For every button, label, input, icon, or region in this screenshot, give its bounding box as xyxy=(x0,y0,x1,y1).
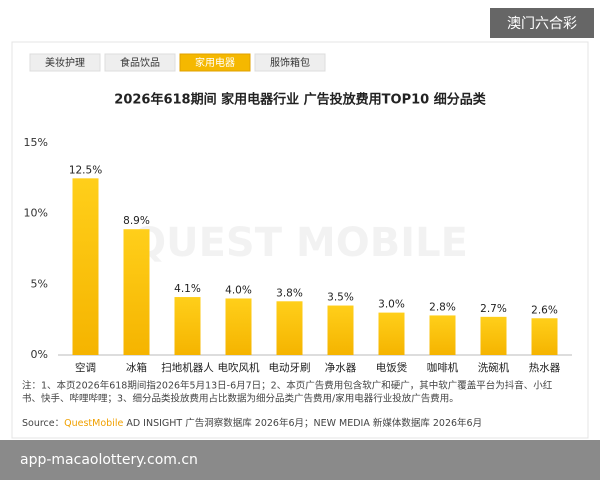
value-label: 3.0% xyxy=(378,299,405,311)
watermark: QUEST MOBILE xyxy=(132,220,468,266)
note-line: 注：1、本页2026年618期间指2026年5月13日-6月7日；2、本页广告费… xyxy=(22,380,553,392)
x-tick-label: 净水器 xyxy=(325,361,357,374)
bar xyxy=(72,178,99,355)
note-line: 书、快手、哔哩哔哩；3、细分品类投放费用占比数据为细分品类广告费用/家用电器行业… xyxy=(22,393,459,405)
badge-bg xyxy=(490,8,594,38)
bar xyxy=(123,229,150,355)
bar xyxy=(378,312,405,355)
y-tick-label: 15% xyxy=(24,136,48,149)
bar xyxy=(531,318,558,355)
bar xyxy=(327,305,354,355)
y-tick-label: 0% xyxy=(31,348,48,361)
tab-label[interactable]: 美妆护理 xyxy=(45,56,85,69)
x-tick-label: 热水器 xyxy=(529,361,561,374)
tab[interactable] xyxy=(179,53,251,72)
value-label: 4.1% xyxy=(174,283,201,295)
tab-bar: 美妆护理 食品饮品 家用电器 服饰箱包 xyxy=(29,53,326,72)
value-label: 4.0% xyxy=(225,284,252,296)
y-tick-label: 5% xyxy=(31,277,48,290)
x-tick-label: 冰箱 xyxy=(126,361,147,374)
badge: 澳门六合彩 xyxy=(507,16,577,32)
x-tick-label: 电动牙刷 xyxy=(269,361,311,374)
tab[interactable] xyxy=(104,53,176,72)
bar xyxy=(174,297,201,355)
url-bar xyxy=(0,440,600,480)
card xyxy=(11,41,589,439)
x-tick-label: 咖啡机 xyxy=(427,361,459,374)
tab-label[interactable]: 家用电器 xyxy=(195,56,235,69)
tab[interactable] xyxy=(254,53,326,72)
x-tick-label: 电饭煲 xyxy=(376,361,408,374)
x-tick-label: 空调 xyxy=(75,361,96,374)
value-label: 3.8% xyxy=(276,287,303,299)
bar xyxy=(429,315,456,355)
source-label: Source： xyxy=(22,418,64,429)
value-label: 2.8% xyxy=(429,301,456,313)
bar xyxy=(276,301,303,355)
source: Source：QuestMobile AD INSIGHT 广告洞察数据库 20… xyxy=(22,417,482,429)
x-tick-label: 电吹风机 xyxy=(218,361,260,374)
value-label: 2.7% xyxy=(480,303,507,315)
bar xyxy=(480,316,507,355)
chart-title: 2026年618期间 家用电器行业 广告投放费用TOP10 细分品类 xyxy=(114,92,486,108)
value-label: 8.9% xyxy=(123,215,150,227)
value-label: 2.6% xyxy=(531,304,558,316)
url: app-macaolottery.com.cn xyxy=(20,452,198,468)
source-text: AD INSIGHT 广告洞察数据库 2026年6月；NEW MEDIA 新媒体… xyxy=(123,417,482,429)
value-label: 12.5% xyxy=(69,164,102,176)
x-tick-label: 扫地机器人 xyxy=(161,361,214,374)
source-brand: QuestMobile xyxy=(64,418,123,429)
value-label: 3.5% xyxy=(327,292,354,304)
tab-label[interactable]: 食品饮品 xyxy=(120,56,160,69)
bar xyxy=(225,298,252,355)
tab-label[interactable]: 服饰箱包 xyxy=(270,56,310,69)
x-tick-label: 洗碗机 xyxy=(478,361,510,374)
y-tick-label: 10% xyxy=(24,207,48,220)
tab[interactable] xyxy=(29,53,101,72)
